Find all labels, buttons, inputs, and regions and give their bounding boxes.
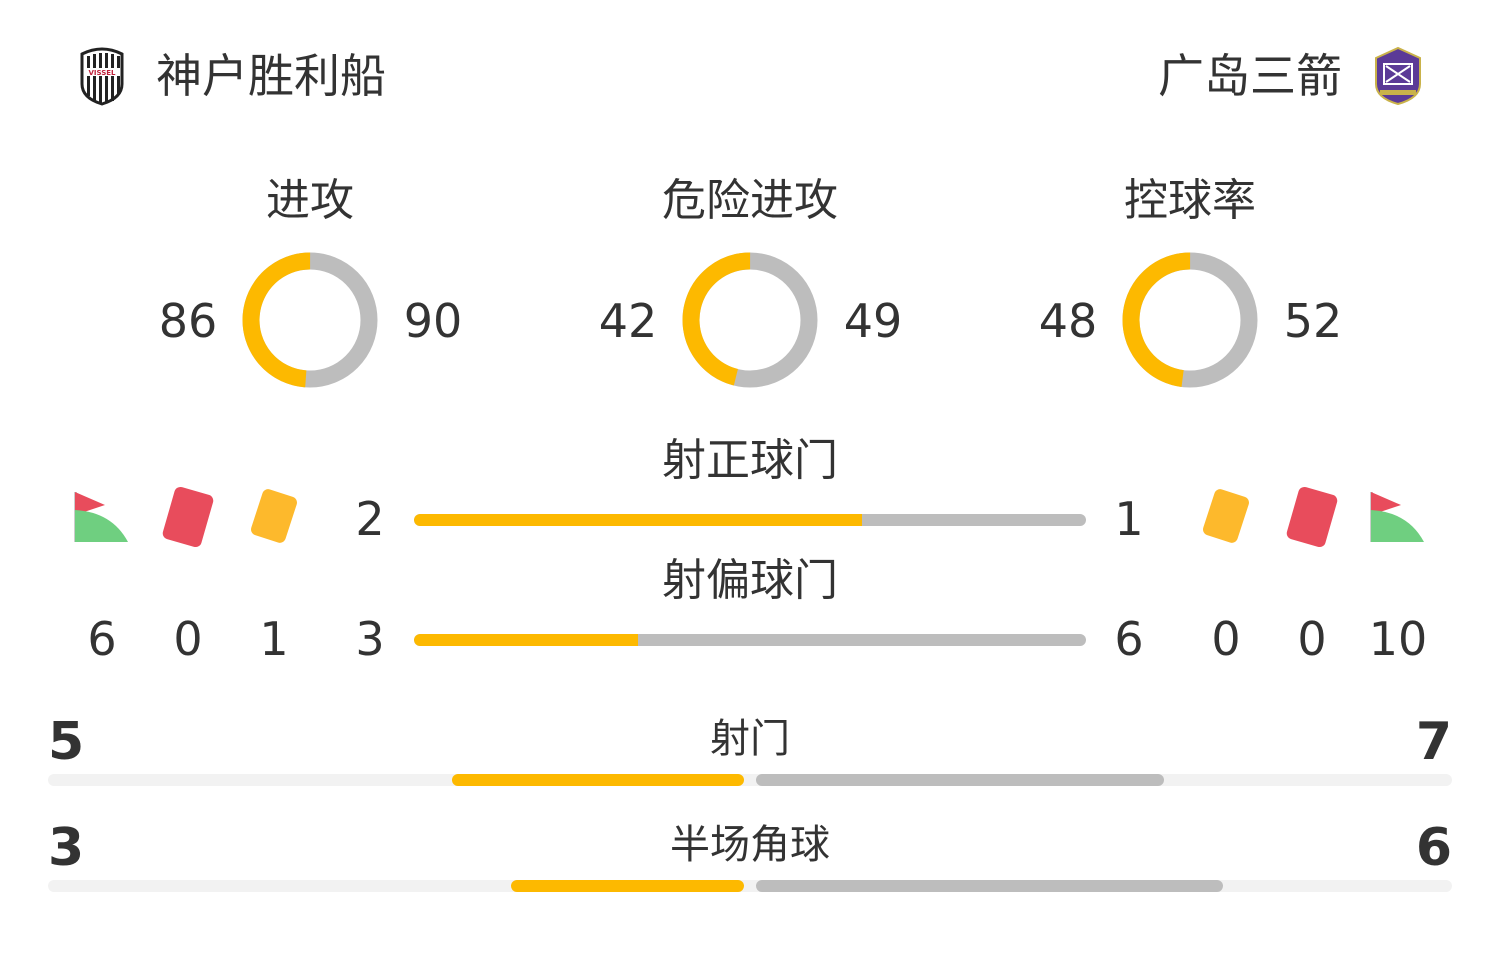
- donut-title: 危险进攻: [662, 175, 838, 226]
- donut-chart: [242, 252, 378, 388]
- home-value: 48: [1038, 294, 1098, 348]
- home-half-corners-bar: [510, 880, 744, 892]
- home-corners: 6: [87, 612, 117, 666]
- home-shots-off: 3: [355, 612, 385, 666]
- away-shots: 7: [1415, 712, 1452, 772]
- away-logo: [1370, 44, 1426, 110]
- away-half-corners: 6: [1415, 818, 1452, 878]
- home-team-name: 神户胜利船: [156, 49, 386, 103]
- half-corners-title: 半场角球: [670, 822, 830, 868]
- home-value: 42: [598, 294, 658, 348]
- home-half-corners: 3: [48, 818, 85, 878]
- home-logo: VISSEL: [78, 46, 126, 110]
- corner-flag-icon: [74, 492, 128, 542]
- red-card-icon: [1286, 486, 1338, 548]
- home-red-cards: 0: [173, 612, 203, 666]
- home-shots-on: 2: [355, 492, 385, 546]
- home-arc: [682, 252, 818, 388]
- away-value: 49: [843, 294, 903, 348]
- away-shots-bar: [756, 774, 1165, 786]
- svg-text:VISSEL: VISSEL: [88, 69, 116, 77]
- away-team-name: 广岛三箭: [1158, 49, 1342, 103]
- shots-title: 射门: [710, 716, 790, 762]
- shots-off-title: 射偏球门: [662, 555, 838, 606]
- shots-bar-track: [48, 774, 1452, 786]
- home-yellow-cards: 1: [259, 612, 289, 666]
- home-shots: 5: [48, 712, 85, 772]
- home-value: 86: [158, 294, 218, 348]
- corner-flag-icon: [1370, 492, 1424, 542]
- away-value: 52: [1283, 294, 1343, 348]
- shots-on-title: 射正球门: [662, 435, 838, 486]
- away-half-corners-bar: [756, 880, 1223, 892]
- shots-off-bar: [414, 634, 1086, 646]
- half-corners-bar-track: [48, 880, 1452, 892]
- donut-title: 进攻: [266, 175, 354, 226]
- yellow-card-icon: [251, 489, 297, 543]
- donut-title: 控球率: [1124, 175, 1256, 226]
- away-shots-off: 6: [1114, 612, 1144, 666]
- yellow-card-icon: [1203, 489, 1249, 543]
- away-yellow-cards: 0: [1211, 612, 1241, 666]
- home-shots-bar: [452, 774, 744, 786]
- home-arc: [242, 252, 378, 388]
- away-value: 90: [403, 294, 463, 348]
- home-fill: [414, 634, 638, 646]
- away-corners: 10: [1368, 612, 1428, 666]
- red-card-icon: [162, 486, 214, 548]
- donut-chart: [682, 252, 818, 388]
- donut-chart: [1122, 252, 1258, 388]
- away-red-cards: 0: [1297, 612, 1327, 666]
- shots-on-bar: [414, 514, 1086, 526]
- home-fill: [414, 514, 862, 526]
- away-shots-on: 1: [1114, 492, 1144, 546]
